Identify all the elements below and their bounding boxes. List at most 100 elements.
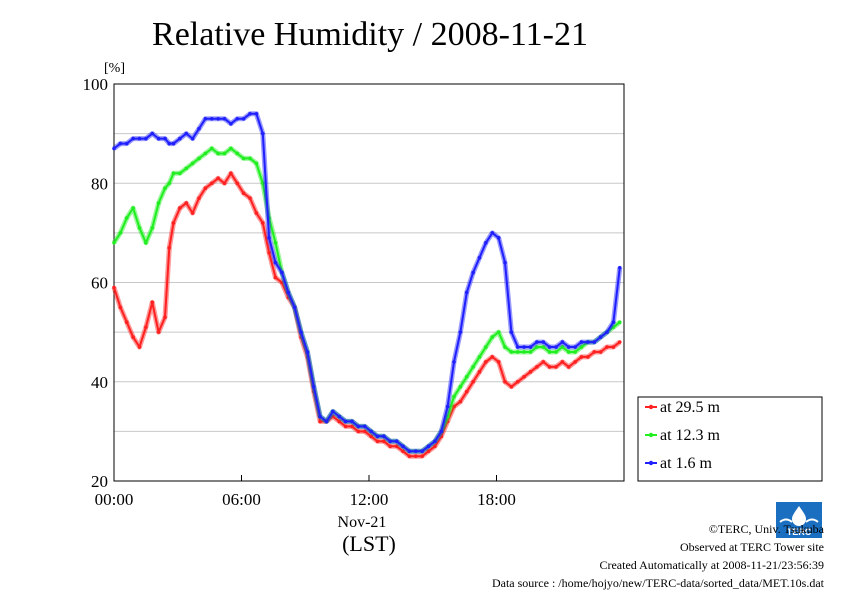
data-point	[490, 355, 495, 359]
data-point	[216, 176, 220, 181]
data-point	[318, 414, 322, 419]
data-point	[509, 330, 514, 334]
data-point	[496, 360, 501, 364]
data-point	[124, 216, 129, 220]
legend-label: at 29.5 m	[660, 399, 721, 416]
data-point	[209, 116, 214, 121]
y-tick-label: 80	[91, 174, 108, 193]
legend: at 29.5 m at 12.3 m at 1.6 m	[637, 396, 823, 482]
data-point	[350, 419, 354, 424]
data-point	[167, 181, 172, 186]
data-point	[439, 434, 444, 439]
legend-marker	[648, 432, 654, 438]
data-point	[112, 241, 116, 245]
data-point	[222, 116, 227, 121]
data-point	[209, 181, 214, 186]
y-ticks: 20 40 60 80 100	[83, 75, 109, 491]
data-point	[458, 384, 463, 389]
data-point	[375, 434, 380, 439]
data-point	[273, 260, 278, 265]
data-point	[445, 404, 450, 409]
data-point	[413, 449, 418, 454]
data-point	[554, 345, 558, 349]
data-point	[420, 454, 424, 458]
data-point	[118, 305, 123, 310]
data-point	[554, 350, 558, 354]
data-point	[131, 206, 135, 210]
x-tick-label: 06:00	[222, 490, 261, 509]
data-point	[131, 335, 135, 339]
data-point	[515, 350, 520, 354]
data-point	[331, 409, 335, 414]
data-point	[131, 136, 135, 141]
data-point	[118, 141, 123, 146]
data-point	[280, 280, 284, 285]
series-layer	[111, 111, 623, 459]
data-point	[171, 171, 176, 176]
data-point	[178, 206, 182, 210]
data-point	[167, 245, 172, 250]
created-text: Created Automatically at 2008-11-21/23:5…	[599, 558, 824, 572]
data-point	[184, 131, 189, 136]
data-point	[477, 255, 482, 260]
data-point	[137, 345, 142, 349]
data-point	[356, 424, 361, 429]
data-point	[541, 360, 546, 364]
data-point	[528, 370, 533, 374]
y-tick-label: 40	[91, 373, 108, 392]
data-point	[617, 340, 622, 344]
data-point	[452, 394, 456, 399]
data-point	[394, 444, 399, 449]
data-point	[611, 325, 616, 329]
data-point	[343, 419, 348, 424]
data-point	[522, 350, 526, 354]
data-point	[515, 345, 520, 349]
data-point	[458, 399, 463, 404]
data-point	[401, 444, 405, 449]
data-point	[522, 374, 526, 379]
data-point	[311, 384, 316, 389]
data-point	[464, 389, 469, 394]
data-point	[598, 335, 603, 339]
data-point	[535, 365, 539, 369]
data-point	[350, 424, 354, 429]
series-line	[113, 147, 621, 453]
data-point	[292, 305, 297, 310]
data-point	[305, 350, 310, 354]
data-point	[150, 300, 155, 305]
data-point	[382, 439, 386, 444]
data-point	[509, 384, 514, 389]
data-point	[579, 340, 584, 344]
data-point	[439, 429, 444, 434]
data-point	[471, 270, 475, 275]
copyright-text: ©TERC, Univ. Tsukuba	[708, 522, 824, 536]
data-point	[144, 241, 148, 245]
data-point	[420, 449, 424, 454]
series-line-halo	[111, 146, 622, 454]
data-point	[273, 275, 278, 280]
data-point	[503, 379, 507, 384]
data-point	[573, 360, 577, 364]
data-point	[203, 116, 208, 121]
data-point	[197, 196, 201, 200]
data-point	[112, 146, 116, 151]
data-point	[331, 414, 335, 419]
logo-text: TERC	[787, 527, 812, 537]
x-axis-label: (LST)	[342, 531, 396, 556]
data-point	[144, 136, 148, 141]
data-point	[515, 379, 520, 384]
data-point	[163, 186, 167, 191]
data-point	[522, 345, 526, 349]
data-point	[137, 226, 142, 230]
data-point	[203, 151, 208, 156]
data-point	[433, 439, 437, 444]
data-point	[535, 340, 539, 344]
data-point	[124, 320, 129, 325]
series-line-halo	[111, 170, 622, 459]
data-point	[337, 414, 342, 419]
data-point	[235, 151, 240, 156]
data-point	[445, 414, 450, 419]
data-point	[413, 454, 418, 458]
data-point	[299, 330, 303, 334]
